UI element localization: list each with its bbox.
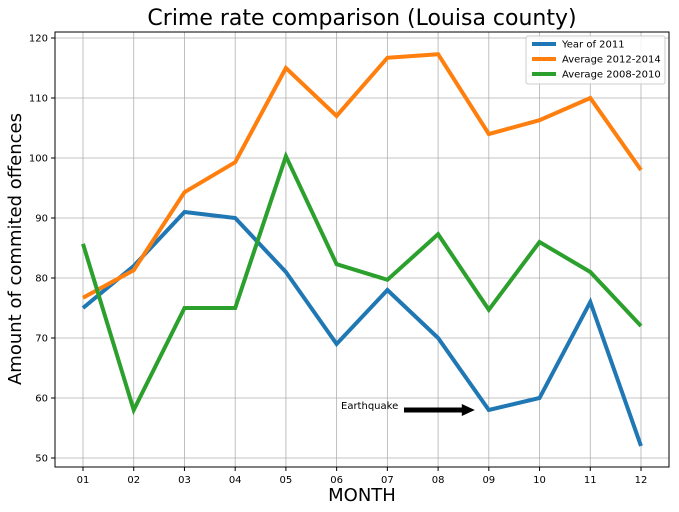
y-tick-label: 60 xyxy=(35,394,48,405)
x-tick-label: 05 xyxy=(280,475,293,486)
annotation-arrow-head xyxy=(461,404,475,416)
series-line-1 xyxy=(81,209,643,447)
x-tick-label: 04 xyxy=(229,475,242,486)
x-tick-label: 10 xyxy=(533,475,546,486)
y-tick-label: 120 xyxy=(29,34,48,45)
y-tick-label: 70 xyxy=(35,334,48,345)
x-tick-label: 12 xyxy=(635,475,648,486)
annotation-text: Earthquake xyxy=(341,401,398,412)
series-layer xyxy=(81,52,643,447)
x-tick-label: 03 xyxy=(178,475,191,486)
x-tick-label: 02 xyxy=(127,475,140,486)
legend-box xyxy=(525,35,666,85)
x-axis-ticks: 01 02 03 04 05 06 07 08 09 10 11 12 xyxy=(77,467,648,486)
x-axis-label: MONTH xyxy=(328,485,396,506)
series-line-2 xyxy=(82,52,643,300)
x-tick-label: 09 xyxy=(482,475,495,486)
y-tick-label: 90 xyxy=(35,214,48,225)
y-tick-label: 100 xyxy=(29,154,48,165)
legend-label: Year of 2011 xyxy=(561,40,625,51)
y-axis-ticks: 50 60 70 80 90 100 110 120 xyxy=(29,34,55,465)
y-axis-label: Amount of commited offences xyxy=(5,113,26,385)
x-tick-label: 06 xyxy=(330,475,343,486)
x-tick-label: 07 xyxy=(381,475,394,486)
x-tick-label: 11 xyxy=(584,475,597,486)
legend-label: Average 2012-2014 xyxy=(562,55,661,66)
legend: Year of 2011 Average 2012-2014 Average 200… xyxy=(525,35,666,85)
x-tick-label: 08 xyxy=(432,475,445,486)
plot-area-frame xyxy=(54,31,670,468)
y-tick-label: 110 xyxy=(29,94,48,105)
series-line-3 xyxy=(81,150,643,416)
y-tick-label: 80 xyxy=(35,274,48,285)
annotation-layer: Earthquake xyxy=(341,401,475,416)
y-tick-label: 50 xyxy=(35,454,48,465)
legend-label: Average 2008-2010 xyxy=(562,70,661,81)
chart-title: Crime rate comparison (Louisa county) xyxy=(147,6,576,31)
x-tick-label: 01 xyxy=(77,475,90,486)
